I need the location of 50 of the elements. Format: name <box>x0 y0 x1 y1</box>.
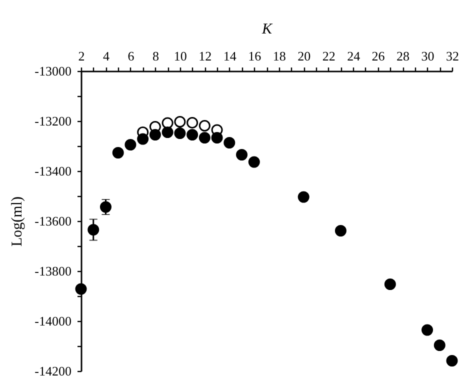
x-axis-title: K <box>260 22 273 38</box>
x-tick-label: 32 <box>446 48 459 64</box>
point <box>100 201 112 213</box>
point <box>198 132 210 144</box>
x-tick-label: 6 <box>128 48 135 64</box>
x-tick-label: 8 <box>152 48 159 64</box>
x-tick-label: 14 <box>223 48 237 64</box>
point <box>198 120 210 132</box>
point <box>422 324 434 336</box>
point <box>124 139 136 150</box>
point <box>88 224 100 236</box>
y-axis-title: Log(ml) <box>10 196 26 246</box>
point <box>384 278 396 290</box>
point <box>75 283 87 295</box>
point <box>162 126 174 138</box>
y-tick-label: -13200 <box>34 114 72 128</box>
point <box>186 117 198 128</box>
y-tick-label: -14000 <box>34 314 72 328</box>
point <box>224 137 236 148</box>
x-tick-label: 2 <box>78 48 85 64</box>
point <box>211 132 223 144</box>
x-tick-label: 10 <box>174 48 187 64</box>
point <box>434 340 446 351</box>
y-tick-label: -14200 <box>34 364 72 378</box>
x-tick-label: 12 <box>198 48 212 64</box>
point <box>112 147 124 158</box>
x-tick-label: 18 <box>272 48 286 64</box>
point <box>298 191 310 203</box>
point <box>446 355 458 366</box>
point <box>174 128 186 139</box>
point <box>149 129 161 140</box>
x-tick-label: 22 <box>322 48 336 64</box>
x-tick-label: 24 <box>347 48 361 64</box>
point <box>162 117 174 129</box>
point <box>236 149 248 160</box>
x-tick-label: 16 <box>248 48 262 64</box>
point <box>248 156 260 168</box>
x-tick-label: 30 <box>421 48 434 64</box>
point <box>137 133 149 145</box>
point <box>186 129 198 140</box>
y-tick-label: -13400 <box>34 164 72 178</box>
y-tick-label: -13000 <box>34 64 72 78</box>
point <box>334 225 346 236</box>
x-tick-label: 28 <box>396 48 410 64</box>
x-tick-label: 20 <box>298 48 311 64</box>
y-tick-label: -13800 <box>34 264 72 278</box>
y-tick-label: -13600 <box>34 214 72 228</box>
point <box>174 116 186 128</box>
x-tick-label: 4 <box>102 48 110 64</box>
x-tick-label: 26 <box>372 48 386 64</box>
